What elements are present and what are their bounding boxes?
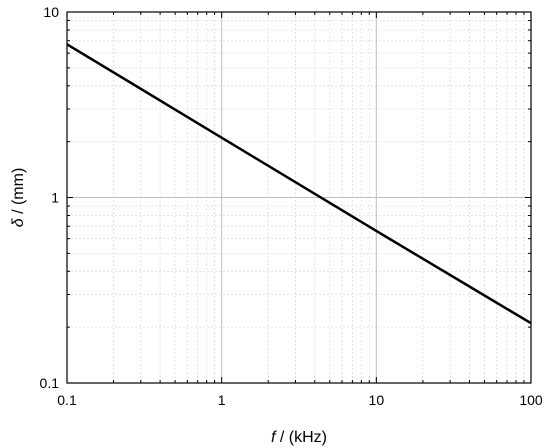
major-gridlines — [67, 12, 531, 383]
y-tick-label: 10 — [43, 4, 59, 20]
series-layer — [66, 43, 532, 325]
x-axis-label: f / (kHz) — [271, 429, 327, 446]
x-tick-label: 100 — [519, 392, 543, 408]
x-axis-symbol: f — [271, 429, 277, 446]
tick-labels: 0.1 1 10 100 0.1 1 10 — [40, 4, 543, 408]
x-tick-label: 0.1 — [57, 392, 77, 408]
y-axis-label: δ / (mm) — [10, 168, 27, 228]
x-tick-label: 10 — [369, 392, 385, 408]
x-axis-unit: / (kHz) — [275, 429, 327, 446]
y-tick-label: 1 — [51, 190, 59, 206]
x-tick-label: 1 — [218, 392, 226, 408]
y-tick-label: 0.1 — [40, 375, 60, 391]
y-axis-symbol: δ — [10, 217, 27, 227]
series-line-0 — [66, 43, 532, 325]
tick-marks — [66, 11, 532, 384]
y-axis-unit: / (mm) — [10, 168, 27, 219]
